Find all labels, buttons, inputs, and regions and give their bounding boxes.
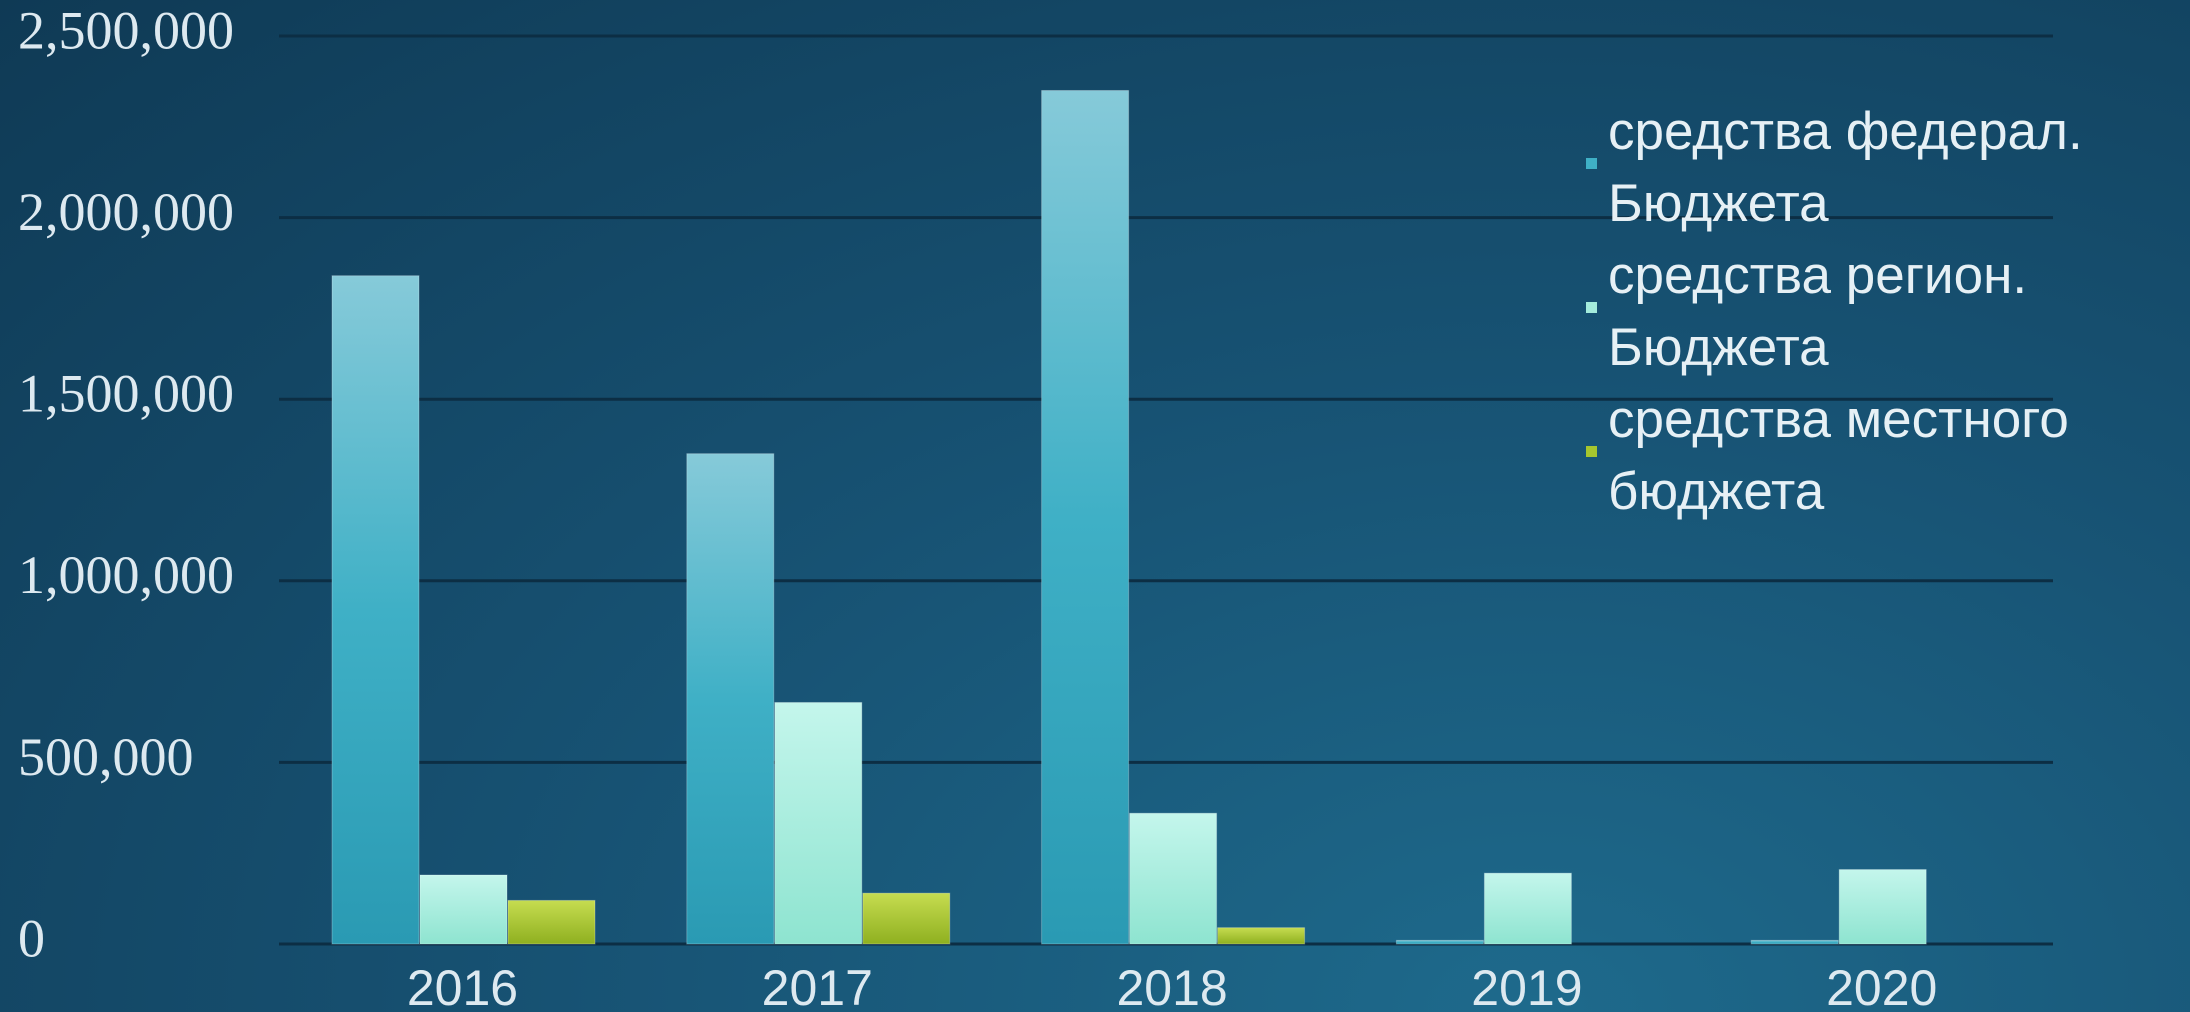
bar	[686, 453, 775, 945]
x-tick-label: 2018	[1116, 960, 1227, 1012]
y-tick-label: 1,000,000	[18, 545, 234, 605]
bar	[419, 874, 508, 945]
x-tick-label: 2019	[1471, 960, 1582, 1012]
bar	[1395, 939, 1484, 945]
y-tick-label: 2,000,000	[18, 182, 234, 242]
legend: средства федерал. Бюджета средства регион…	[1586, 96, 2186, 528]
legend-label: средства местного бюджета	[1608, 390, 2069, 521]
legend-swatch	[1586, 158, 1597, 169]
bar	[1483, 872, 1572, 945]
legend-item: средства местного бюджета	[1586, 384, 2186, 528]
bar	[1041, 89, 1130, 945]
y-tick-label: 0	[18, 908, 45, 968]
bar	[1129, 812, 1218, 945]
bar	[507, 899, 596, 945]
bar	[1838, 869, 1927, 945]
legend-swatch	[1586, 446, 1597, 457]
x-tick-label: 2020	[1826, 960, 1937, 1012]
bar	[862, 892, 951, 945]
y-tick-label: 2,500,000	[18, 0, 234, 60]
y-tick-label: 500,000	[18, 727, 194, 787]
legend-swatch	[1586, 302, 1597, 313]
legend-item: средства федерал. Бюджета	[1586, 96, 2186, 240]
bar	[1750, 939, 1839, 945]
x-tick-label: 2016	[407, 960, 518, 1012]
x-tick-label: 2017	[762, 960, 873, 1012]
legend-label: средства федерал. Бюджета	[1608, 102, 2083, 233]
bar	[774, 701, 863, 945]
bar	[331, 275, 420, 945]
y-tick-label: 1,500,000	[18, 364, 234, 424]
legend-item: средства регион. Бюджета	[1586, 240, 2186, 384]
legend-label: средства регион. Бюджета	[1608, 246, 2028, 377]
bar	[1217, 927, 1306, 945]
